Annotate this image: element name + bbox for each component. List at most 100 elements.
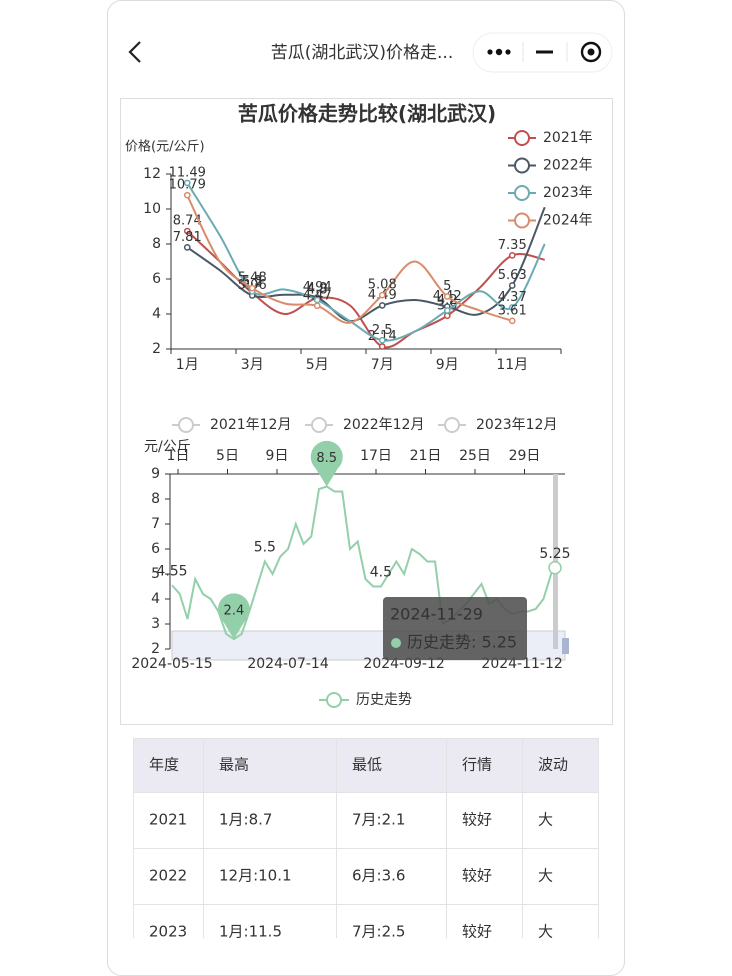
table-row xyxy=(133,904,599,938)
y-tick-label: 3 xyxy=(151,616,160,632)
x-tick-label: 7月 xyxy=(371,357,394,373)
legend-icon xyxy=(311,417,327,433)
pin-label: 8.5 xyxy=(316,451,337,466)
tooltip-dot xyxy=(391,638,401,648)
chart-box xyxy=(120,98,613,725)
top-tick-label: 25日 xyxy=(459,448,491,464)
top-tick-label: 9日 xyxy=(266,448,289,464)
data-point xyxy=(378,291,386,299)
data-label: 4.5 xyxy=(370,565,392,581)
capsule xyxy=(472,32,613,73)
tooltip-text: 历史走势: 5.25 xyxy=(407,633,517,652)
data-point xyxy=(313,302,321,310)
column-header: 波动 xyxy=(538,756,568,774)
data-label: 5.48 xyxy=(238,271,267,286)
series-line xyxy=(186,194,513,324)
column-header: 行情 xyxy=(462,756,492,774)
table-cell: 大 xyxy=(538,923,553,941)
highlight-point xyxy=(548,561,562,575)
data-label: 5.5 xyxy=(254,540,276,556)
data-point xyxy=(378,302,386,309)
data-label: 8.74 xyxy=(173,214,202,229)
y-tick-label: 2 xyxy=(152,341,161,357)
data-point xyxy=(508,282,516,289)
y-tick-label: 9 xyxy=(151,466,160,482)
more-button[interactable] xyxy=(487,48,511,56)
data-label: 4.2 xyxy=(437,293,458,308)
minimize-button[interactable] xyxy=(536,50,553,54)
data-point xyxy=(183,243,191,251)
top-tick-label: 17日 xyxy=(360,448,392,464)
legend-label: 历史走势 xyxy=(356,692,412,708)
column-header: 最低 xyxy=(352,756,382,774)
column-header: 最高 xyxy=(219,756,249,774)
data-label: 2.5 xyxy=(372,323,393,338)
table-cell: 1月:11.5 xyxy=(219,923,282,941)
data-label: 5.08 xyxy=(368,278,397,293)
legend-label: 2021年 xyxy=(543,130,593,146)
data-label: 4.9 xyxy=(307,281,328,296)
y-tick-label: 5 xyxy=(151,566,160,582)
table-header-bg xyxy=(133,738,599,792)
tooltip xyxy=(383,597,527,660)
table-cell: 7月:2.5 xyxy=(352,923,405,941)
data-label: 10.79 xyxy=(169,178,206,193)
data-point xyxy=(183,179,191,187)
data-label: 4.94 xyxy=(303,280,332,295)
y-tick-label: 8 xyxy=(151,491,160,507)
legend-label: 2024年 xyxy=(543,213,593,229)
back-button[interactable] xyxy=(128,41,141,63)
y-axis-label: 价格(元/公斤) xyxy=(125,139,205,155)
chart-title: 苦瓜价格走势比较(湖北武汉) xyxy=(238,102,496,126)
x-tick-label: 3月 xyxy=(241,357,264,373)
data-label: 4.47 xyxy=(303,288,332,303)
data-label: 4.55 xyxy=(156,563,187,579)
legend-label: 2022年 xyxy=(543,158,593,174)
close-button[interactable] xyxy=(580,41,602,63)
x-tick-label: 11月 xyxy=(496,357,528,373)
y-tick-label: 8 xyxy=(152,236,161,252)
table-cell: 12月:10.1 xyxy=(219,867,292,885)
slider-label: 2024-05-15 xyxy=(131,656,212,672)
table-cell: 1月:8.7 xyxy=(219,811,272,829)
column-header: 年度 xyxy=(149,756,179,774)
legend-label: 2021年12月 xyxy=(210,417,291,433)
data-point xyxy=(508,304,516,311)
data-label: 4.8 xyxy=(307,283,328,298)
mark-pin xyxy=(310,440,343,487)
data-point xyxy=(508,252,516,259)
table-cell: 2021 xyxy=(149,811,187,829)
top-tick-label: 21日 xyxy=(410,448,442,464)
top-tick-label: 1日 xyxy=(167,448,190,464)
data-label: 5.63 xyxy=(498,268,527,283)
y-tick-label: 12 xyxy=(143,166,161,182)
data-label: 5 xyxy=(443,279,451,294)
data-point xyxy=(378,343,386,350)
legend-label: 2023年12月 xyxy=(476,417,557,433)
y-tick-label: 4 xyxy=(152,306,161,322)
zoom-handle[interactable] xyxy=(562,638,569,654)
tooltip-title: 2024-11-29 xyxy=(390,605,483,624)
table-cell: 大 xyxy=(538,867,553,885)
table-cell: 2023 xyxy=(149,923,187,941)
legend-label: 2023年 xyxy=(543,185,593,201)
legend-icon xyxy=(514,157,530,174)
data-label: 7.81 xyxy=(173,230,202,245)
data-point xyxy=(443,312,451,320)
y-tick-label: 6 xyxy=(151,541,160,557)
data-point xyxy=(248,284,256,292)
slider-label: 2024-07-14 xyxy=(247,656,328,672)
data-point xyxy=(378,336,386,344)
data-label: 5.25 xyxy=(539,546,570,562)
y-tick-label: 6 xyxy=(152,271,161,287)
table-cell: 7月:2.1 xyxy=(352,811,405,829)
legend-icon xyxy=(514,212,530,229)
table-cell: 6月:3.6 xyxy=(352,867,405,885)
page-title: 苦瓜(湖北武汉)价格走... xyxy=(271,43,453,63)
table-cell: 较好 xyxy=(462,867,492,885)
table-cell: 2022 xyxy=(149,867,187,885)
data-label: 11.49 xyxy=(169,165,206,180)
top-tick-label: 5日 xyxy=(216,448,239,464)
data-label: 4.37 xyxy=(498,290,527,305)
